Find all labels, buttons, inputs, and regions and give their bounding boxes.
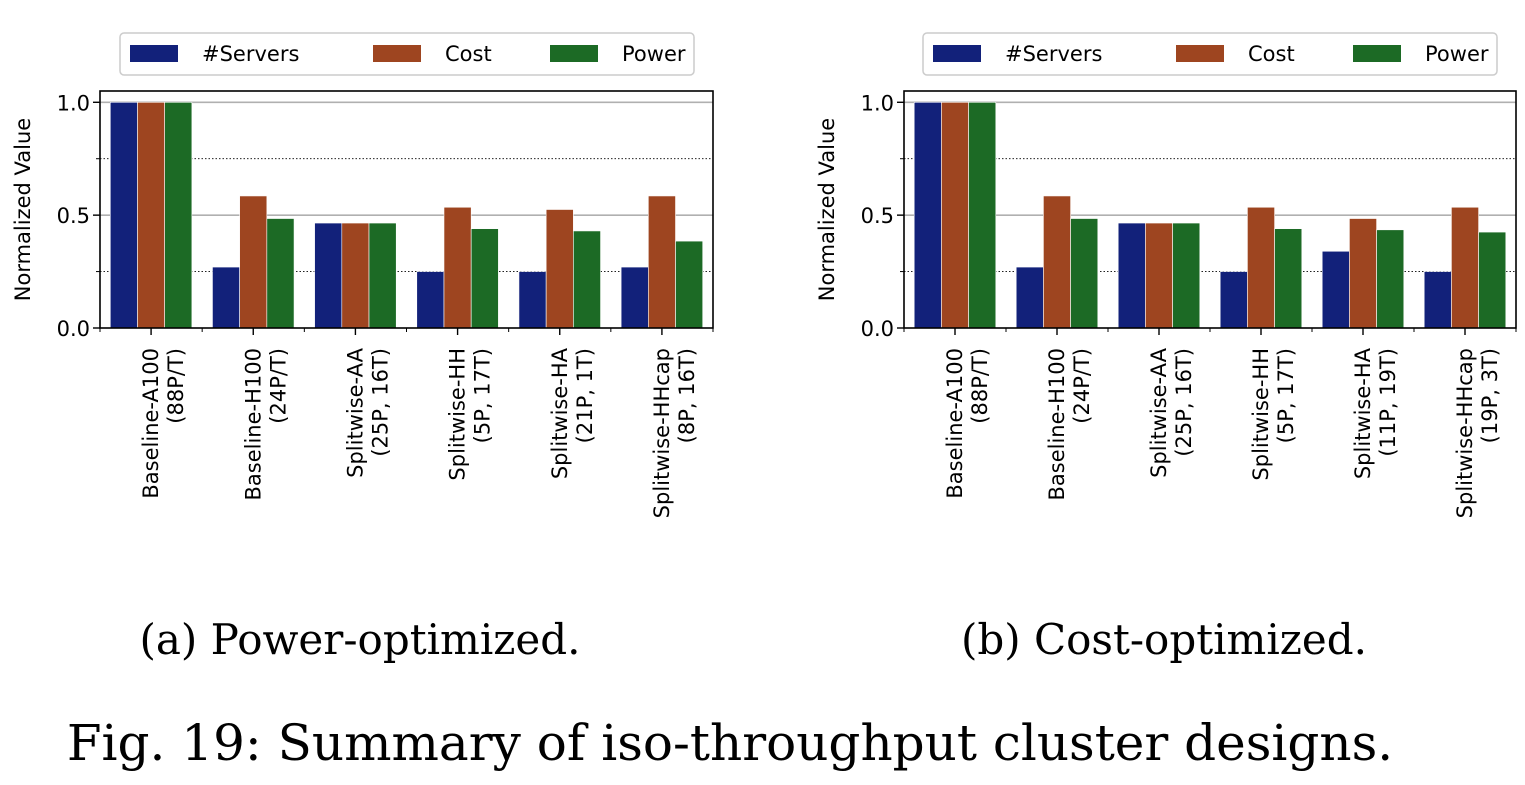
bar-cost-3	[341, 222, 370, 329]
bar-cost-4	[443, 206, 472, 329]
figure-caption: Fig. 19: Summary of iso-throughput clust…	[67, 714, 1393, 772]
x-tick-label: Baseline-H100(24P/T)	[1045, 348, 1094, 501]
legend: #Servers Cost Power	[119, 32, 695, 76]
bar-servers-6	[1423, 271, 1452, 329]
bar-power-4	[1274, 228, 1303, 329]
bar-cost-1	[941, 101, 969, 329]
legend-swatch	[373, 45, 421, 62]
bar-cost-2	[1043, 195, 1071, 329]
y-tick-label: 1.0	[57, 91, 90, 115]
bar-power-1	[164, 101, 193, 329]
bar-power-6	[675, 240, 704, 329]
legend-swatch	[933, 45, 981, 62]
bar-cost-6	[648, 195, 676, 329]
bar-servers-2	[1015, 266, 1044, 329]
x-tick-label: Splitwise-AA(25P, 16T)	[343, 347, 392, 478]
legend-label: Power	[622, 42, 686, 66]
y-tick-label: 0.5	[861, 204, 894, 228]
legend-swatch	[1353, 45, 1401, 62]
legend-label: Power	[1425, 42, 1489, 66]
legend-swatch	[550, 45, 598, 62]
x-tick-label: Splitwise-HA(11P, 19T)	[1351, 347, 1400, 479]
bar-servers-5	[1321, 250, 1350, 329]
bar-power-2	[266, 218, 295, 329]
y-axis-label: Normalized Value	[815, 118, 839, 301]
bar-cost-3	[1145, 222, 1173, 329]
x-tick-label: Splitwise-HH(5P, 17T)	[1249, 348, 1298, 481]
bar-servers-5	[518, 271, 547, 329]
bar-servers-4	[1219, 271, 1248, 329]
bar-power-5	[1376, 229, 1405, 329]
legend-label: #Servers	[1005, 42, 1102, 66]
x-tick-label: Splitwise-AA(25P, 16T)	[1147, 347, 1196, 478]
legend-label: Cost	[445, 42, 492, 66]
panel-caption: (a) Power-optimized.	[139, 615, 580, 664]
bar-power-5	[573, 230, 601, 329]
bar-power-1	[968, 101, 997, 329]
x-tick-label: Splitwise-HHcap(19P, 3T)	[1453, 348, 1502, 518]
bar-cost-5	[1349, 218, 1377, 329]
y-tick-label: 1.0	[861, 91, 894, 115]
legend-label: Cost	[1248, 42, 1295, 66]
bar-power-6	[1478, 231, 1507, 329]
bar-power-3	[1172, 222, 1201, 329]
bar-cost-5	[545, 209, 574, 329]
x-tick-label: Splitwise-HHcap(8P, 16T)	[650, 348, 699, 518]
y-tick-label: 0.0	[57, 317, 90, 341]
bar-cost-4	[1247, 206, 1275, 329]
chart-panel-a: 0.0 0.5 1.0 Normalized Value Baseline-A100(8…	[11, 32, 714, 664]
bar-servers-1	[913, 101, 942, 329]
x-tick-label: Baseline-A100(88P/T)	[139, 348, 188, 499]
x-tick-label: Baseline-A100(88P/T)	[943, 348, 992, 499]
bar-servers-3	[1117, 222, 1146, 329]
x-tick-label: Baseline-H100(24P/T)	[241, 348, 290, 501]
bar-servers-4	[416, 271, 445, 329]
bar-power-3	[368, 222, 397, 329]
bar-servers-3	[314, 222, 343, 329]
chart-panel-b: 0.0 0.5 1.0 Normalized Value Baseline-A100(8…	[815, 32, 1517, 664]
x-tick-label: Splitwise-HA(21P, 1T)	[548, 347, 597, 479]
legend: #Servers Cost Power	[922, 32, 1498, 76]
y-tick-label: 0.5	[57, 204, 90, 228]
bar-cost-2	[239, 195, 268, 329]
bar-cost-6	[1451, 206, 1479, 329]
bar-power-4	[470, 228, 499, 329]
legend-swatch	[130, 45, 178, 62]
bar-servers-2	[212, 266, 240, 329]
x-tick-label: Splitwise-HH(5P, 17T)	[446, 348, 495, 481]
bar-servers-6	[620, 266, 649, 329]
panel-caption: (b) Cost-optimized.	[961, 615, 1367, 664]
bar-cost-1	[137, 101, 165, 329]
bar-power-2	[1070, 218, 1099, 329]
y-axis-label: Normalized Value	[11, 118, 35, 301]
y-tick-label: 0.0	[861, 317, 894, 341]
bar-servers-1	[109, 101, 138, 329]
legend-swatch	[1176, 45, 1224, 62]
legend-label: #Servers	[202, 42, 299, 66]
